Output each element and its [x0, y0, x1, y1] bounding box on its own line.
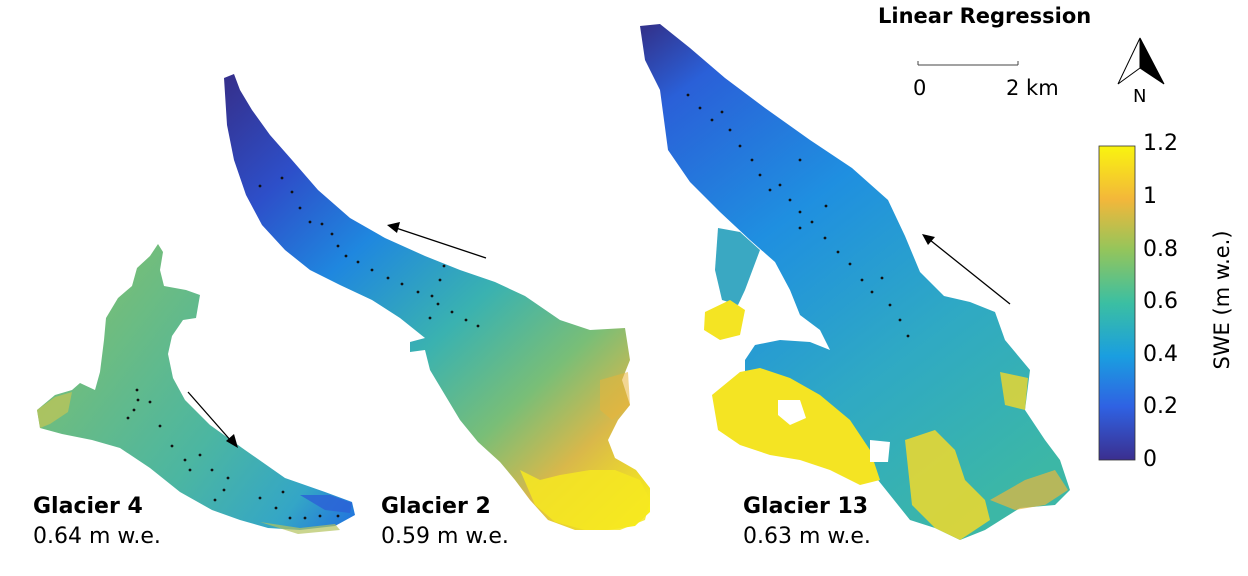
glacier-13-surface: [640, 24, 1070, 540]
glacier-4-sample-points: [126, 388, 340, 520]
north-arrow-label: N: [1133, 86, 1147, 107]
colorbar: [1098, 145, 1136, 461]
colorbar-tick: 0.4: [1143, 342, 1178, 367]
glacier-2-name: Glacier 2: [381, 494, 491, 519]
colorbar-tick: 0.8: [1143, 237, 1178, 262]
north-arrow-icon: [1117, 37, 1165, 85]
glacier-13-value: 0.63 m w.e.: [743, 524, 871, 549]
scale-bar-start-label: 0: [913, 76, 927, 100]
glacier-13-name: Glacier 13: [743, 494, 869, 519]
glacier-13-flow-arrow: [922, 234, 1011, 305]
glacier-13-sample-points: [686, 93, 910, 338]
glacier-4-flow-arrow: [187, 391, 238, 448]
map-title: Linear Regression: [878, 4, 1092, 28]
glacier-4-surface: [37, 244, 355, 530]
colorbar-tick: 1: [1143, 184, 1157, 209]
colorbar-tick: 1.2: [1143, 131, 1178, 156]
colorbar-tick: 0.6: [1143, 289, 1178, 314]
colorbar-tick: 0.2: [1143, 394, 1178, 419]
glacier-2-sample-points: [258, 176, 480, 328]
glacier-4-name: Glacier 4: [33, 494, 143, 519]
glacier-2-surface: [224, 74, 650, 530]
colorbar-label: SWE (m w.e.): [1210, 230, 1234, 370]
glacier-4-value: 0.64 m w.e.: [33, 524, 161, 549]
glacier-4-map: [37, 244, 355, 534]
scale-bar: [917, 61, 1019, 66]
glacier-2-flow-arrow: [387, 222, 487, 259]
glacier-13-map: [640, 24, 1070, 540]
glacier-2-map: [224, 74, 650, 530]
flow-arrows: [187, 222, 1011, 448]
scale-bar-end-label: 2 km: [1006, 76, 1059, 100]
colorbar-gradient: [1098, 145, 1136, 461]
colorbar-tick: 0: [1143, 447, 1157, 472]
glacier-2-value: 0.59 m w.e.: [381, 524, 509, 549]
